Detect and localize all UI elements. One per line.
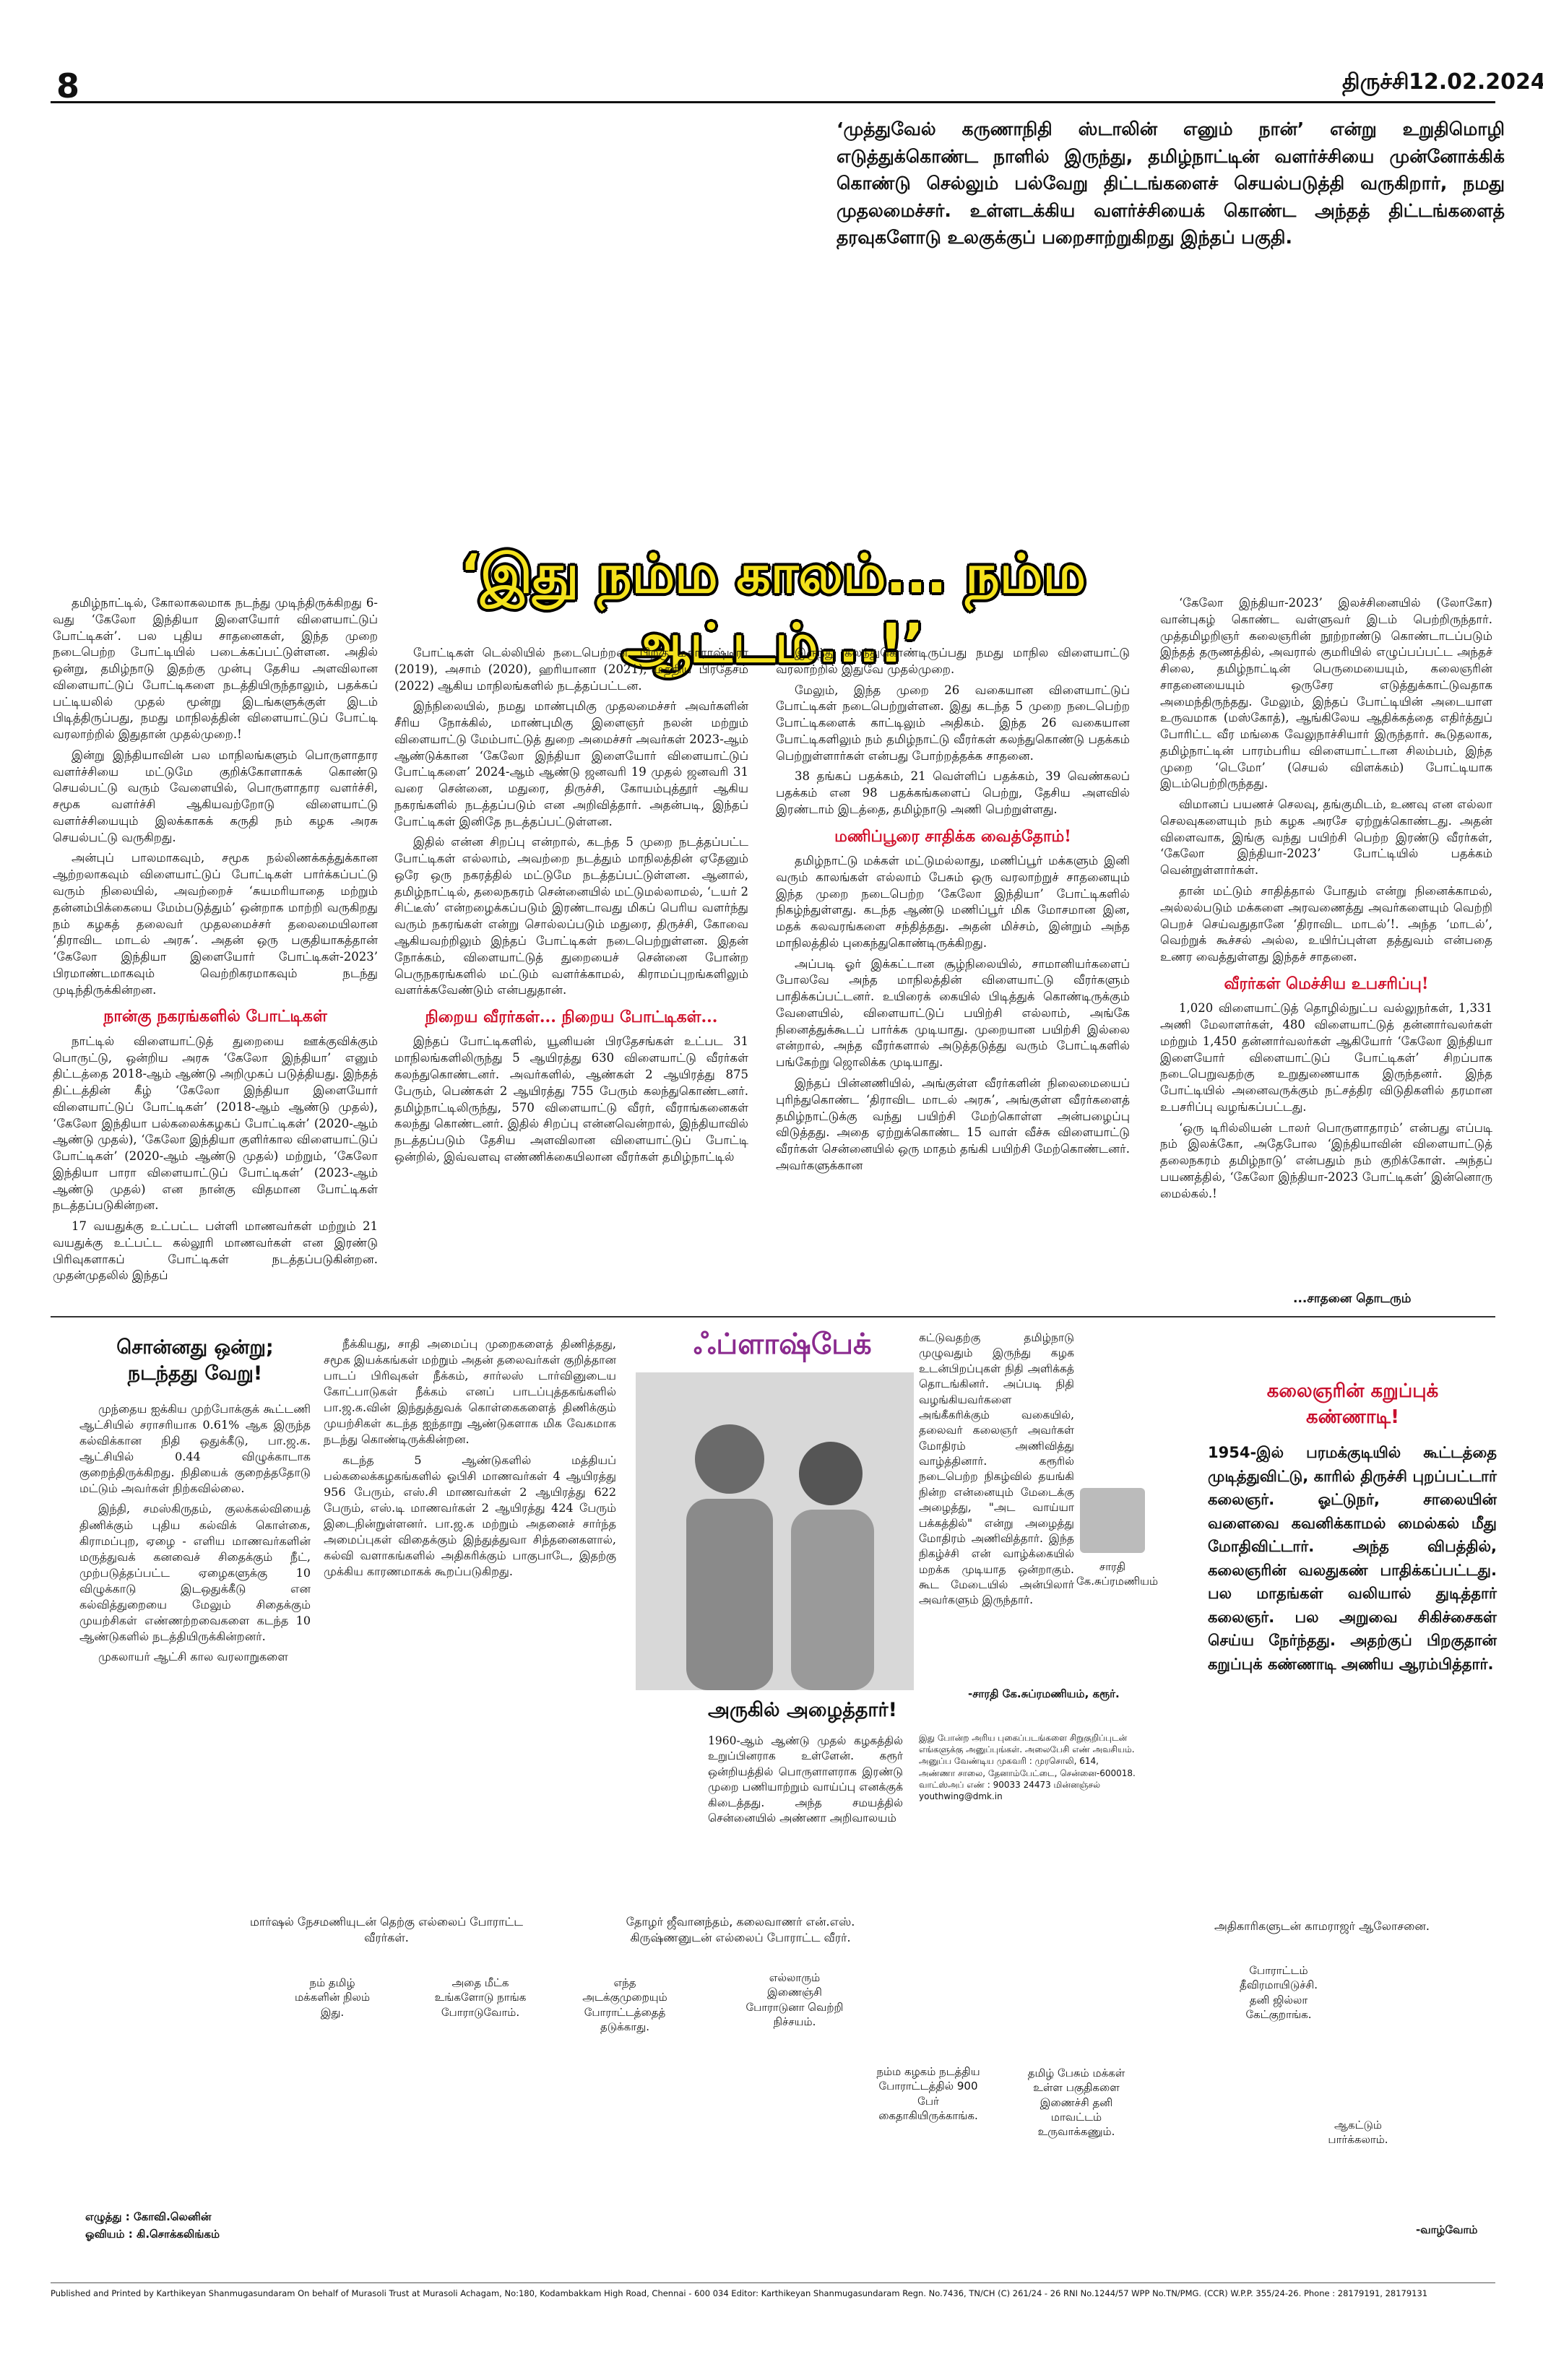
photo-figure <box>799 1442 863 1505</box>
speech-bubble: அதை மீட்க உங்களோடு நாங்க போராடுவோம். <box>434 1976 527 2019</box>
paragraph: இந்தப் போட்டிகளில், யூனியன் பிரதேசங்கள் … <box>394 1034 748 1164</box>
flashback-text: 1960-ஆம் ஆண்டு முதல் கழகத்தில் உறுப்பினர… <box>708 1734 903 1825</box>
paragraph: அப்படி ஓர் இக்கட்டான சூழ்நிலையில், சாமான… <box>776 956 1130 1070</box>
imprint: Published and Printed by Karthikeyan Sha… <box>51 2288 1428 2298</box>
article-column: போட்டிகள் டெல்லியில் நடைபெற்றன. பிறகு மக… <box>394 645 748 1311</box>
speech-bubble: தமிழ் பேசும் மக்கள் உள்ள பகுதிகளை இணைச்ச… <box>1027 2067 1125 2138</box>
paragraph: இருந்து கலந்துகொண்டிருப்பது நமது மாநில வ… <box>776 646 1130 676</box>
subheading: மணிப்பூரை சாதிக்க வைத்தோம்! <box>834 826 1071 846</box>
paragraph: ‘ஒரு டிரில்லியன் டாலர் பொருளாதாரம்’ என்ப… <box>1160 1120 1492 1200</box>
speech-bubble: எல்லாரும் இணைஞ்சி போராடுனா வெற்றி நிச்சய… <box>745 1971 844 2028</box>
date: 12.02.2024 <box>1409 69 1543 95</box>
kalaignar-text: 1954-இல் பரமக்குடியில் கூட்டத்தை முடித்த… <box>1208 1444 1497 1673</box>
paragraph: இதில் என்ன சிறப்பு என்றால், கடந்த 5 முறை… <box>394 835 748 998</box>
paragraph: தமிழ்நாட்டில், கோலாகலமாக நடந்து முடிந்தி… <box>53 596 378 742</box>
education-column: முந்தைய ஐக்கிய முற்போக்குக் கூட்டணி ஆட்ச… <box>79 1401 311 1806</box>
subheading: நிறைய வீரர்கள்... நிறைய போட்டிகள்... <box>425 1008 718 1027</box>
photo-figure <box>686 1499 773 1690</box>
paragraph: ‘கேலோ இந்தியா-2023’ இலச்சினையில் (லோகோ) … <box>1160 596 1492 791</box>
paragraph: மேலும், இந்த முறை 26 வகையான விளையாட்டுப்… <box>776 683 1130 763</box>
flashback-caption: அருகில் அழைத்தார்! <box>708 1699 897 1721</box>
speech-bubble: ஆகட்டும் பார்க்கலாம். <box>1328 2119 1388 2147</box>
speech-bubble: எந்த அடக்குமுறையும் போராட்டத்தைத் தடுக்க… <box>582 1976 667 2033</box>
flashback-title: ஃப்ளாஷ்பேக் <box>693 1328 872 1361</box>
paragraph: இன்று இந்தியாவின் பல மாநிலங்களும் பொருளா… <box>53 748 378 844</box>
photo-figure <box>791 1510 874 1690</box>
article-column: தமிழ்நாட்டில், கோலாகலமாக நடந்து முடிந்தி… <box>53 595 378 1310</box>
paragraph: போட்டிகள் டெல்லியில் நடைபெற்றன. பிறகு மக… <box>394 646 748 693</box>
paragraph: 17 வயதுக்கு உட்பட்ட பள்ளி மாணவர்கள் மற்ற… <box>53 1219 378 1283</box>
paragraph: தமிழ்நாட்டு மக்கள் மட்டுமல்லாது, மணிப்பூ… <box>776 854 1130 950</box>
paragraph: கடந்த 5 ஆண்டுகளில் மத்தியப் பல்கலைக்கழகங… <box>324 1453 616 1579</box>
photo-label: சாரதி கே.சுப்ரமணியம் <box>1076 1560 1159 1588</box>
speech-bubble: நம்ம கழகம் நடத்திய போராட்டத்தில் 900 பேர… <box>876 2065 980 2122</box>
submission-note: இது போன்ற அரிய புகைப்படங்களை சிறுகுறிப்ப… <box>919 1733 1136 1801</box>
paragraph: 1,020 விளையாட்டுத் தொழில்நுட்ப வல்லுநர்க… <box>1160 1001 1492 1114</box>
artist-credit: ஓவியம் : கி.சொக்கலிங்கம் <box>85 2228 220 2241</box>
paragraph: முகலாயர் ஆட்சி கால வரலாறுகளை <box>98 1650 288 1664</box>
paragraph: அன்புப் பாலமாகவும், சமூக நல்லிணக்கத்துக்… <box>53 851 378 997</box>
comic-caption: தோழர் ஜீவானந்தம், கலைவாணர் என்.எஸ். கிரு… <box>626 1915 855 1944</box>
section-rule <box>51 1316 1495 1317</box>
paragraph: தான் மட்டும் சாதித்தால் போதும் என்று நின… <box>1160 884 1492 964</box>
speech-bubble: போராட்டம் தீவிரமாயிடுச்சி. தனி ஜில்லா கே… <box>1239 1964 1318 2021</box>
footer-rule <box>51 2282 1495 2283</box>
article-column: இருந்து கலந்துகொண்டிருப்பது நமது மாநில வ… <box>776 645 1130 1311</box>
intro: ‘முத்துவேல் கருணாநிதி ஸ்டாலின் எனும் நான… <box>837 118 1505 248</box>
top-rule <box>51 101 1495 103</box>
speech-bubble: நம் தமிழ் மக்களின் நிலம் இது. <box>294 1976 371 2019</box>
paragraph: முந்தைய ஐக்கிய முற்போக்குக் கூட்டணி ஆட்ச… <box>79 1402 311 1496</box>
paragraph: இந்தி, சமஸ்கிருதம், குலக்கல்வியைத் திணிக… <box>79 1502 311 1644</box>
article-column: ‘கேலோ இந்தியா-2023’ இலச்சினையில் (லோகோ) … <box>1160 595 1492 1289</box>
subheading: நான்கு நகரங்களில் போட்டிகள் <box>103 1007 327 1026</box>
flashback-photo <box>636 1372 914 1690</box>
subheading: வீரர்கள் மெச்சிய உபசரிப்பு! <box>1224 974 1429 993</box>
flashback-text: கட்டுவதற்கு தமிழ்நாடு முழுவதும் இருந்து … <box>919 1331 1074 1607</box>
sign-off: -வாழ்வோம் <box>1416 2223 1478 2236</box>
attribution: -சாரதி கே.சுப்ரமணியம், கரூர். <box>968 1687 1120 1700</box>
paragraph: இந்தப் பின்னணியில், அங்குள்ள வீரர்களின் … <box>776 1076 1130 1172</box>
paragraph: விமானப் பயணச் செலவு, தங்குமிடம், உணவு என… <box>1160 797 1492 878</box>
edition: திருச்சி <box>1342 69 1409 95</box>
education-title: சொன்னது ஒன்று; நடந்தது வேறு! <box>116 1336 274 1385</box>
photo-figure <box>695 1424 764 1494</box>
comic-caption: மார்ஷல் நேசமணியுடன் தெற்கு எல்லைப் போராட… <box>250 1915 523 1944</box>
kalaignar-title: கலைஞரின் கறுப்புக் கண்ணாடி! <box>1266 1380 1439 1429</box>
paragraph: நாட்டில் விளையாட்டுத் துறையை ஊக்குவிக்கு… <box>53 1034 378 1213</box>
headline: ‘இது நம்ம காலம்... நம்ம ஆட்டம்...!’ <box>460 543 1086 675</box>
education-column: நீக்கியது, சாதி அமைப்பு முறைகளைத் திணித்… <box>324 1336 616 1741</box>
paragraph: நீக்கியது, சாதி அமைப்பு முறைகளைத் திணித்… <box>324 1337 616 1447</box>
portrait <box>1080 1488 1145 1553</box>
writer-credit: எழுத்து : கோவி.லெனின் <box>85 2210 212 2223</box>
continued: ...சாதனை தொடரும் <box>1293 1291 1412 1306</box>
paragraph: 38 தங்கப் பதக்கம், 21 வெள்ளிப் பதக்கம், … <box>776 769 1130 816</box>
comic-caption: அதிகாரிகளுடன் காமராஜர் ஆலோசனை. <box>1214 1919 1430 1933</box>
page-number: 8 <box>56 66 80 105</box>
paragraph: இந்நிலையில், நமது மாண்புமிகு முதலமைச்சர்… <box>394 699 748 828</box>
